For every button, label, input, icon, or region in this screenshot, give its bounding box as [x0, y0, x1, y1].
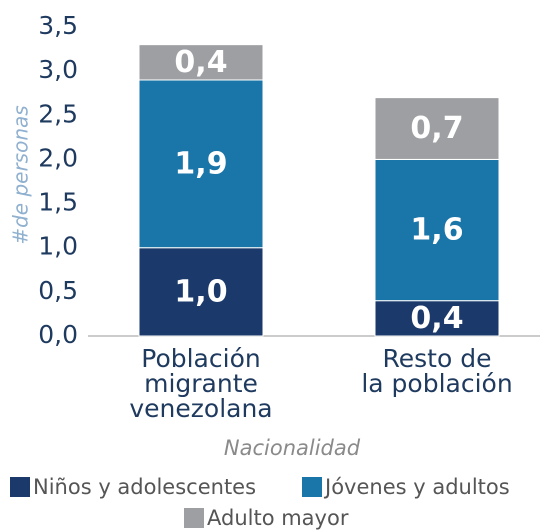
x-tick-label: Resto de la población — [361, 344, 513, 398]
y-tick-label: 2,5 — [38, 99, 78, 128]
y-tick-label: 2,0 — [38, 143, 78, 172]
bar-segment — [138, 79, 264, 249]
legend-swatch — [184, 508, 204, 528]
value-label: 0,7 — [410, 111, 463, 146]
legend-swatch — [302, 477, 322, 497]
y-tick-label: 0,0 — [38, 320, 78, 349]
legend-label: Niños y adolescentes — [33, 475, 256, 499]
y-tick-label: 1,5 — [38, 188, 78, 217]
bar-segment — [374, 97, 500, 160]
x-axis-label: Nacionalidad — [224, 436, 361, 460]
legend-swatch — [10, 477, 30, 497]
legend-label: Jóvenes y adultos — [323, 475, 510, 499]
value-label: 0,4 — [410, 301, 463, 336]
bar-segment — [138, 247, 264, 337]
bar-segment — [374, 300, 500, 337]
y-tick-label: 3,5 — [38, 11, 78, 40]
y-axis-label: #de personas — [9, 105, 33, 244]
bar-segment — [374, 158, 500, 302]
bar-segment — [138, 44, 264, 81]
value-label: 1,6 — [410, 213, 463, 248]
value-label: 1,0 — [174, 274, 227, 309]
value-label: 1,9 — [174, 146, 227, 181]
legend-label: Adulto mayor — [207, 506, 349, 530]
y-tick-label: 3,0 — [38, 55, 78, 84]
value-label: 0,4 — [174, 45, 227, 80]
y-tick-label: 1,0 — [38, 232, 78, 261]
x-tick-label: Población migrante venezolana — [129, 344, 273, 423]
y-tick-label: 0,5 — [38, 276, 78, 305]
